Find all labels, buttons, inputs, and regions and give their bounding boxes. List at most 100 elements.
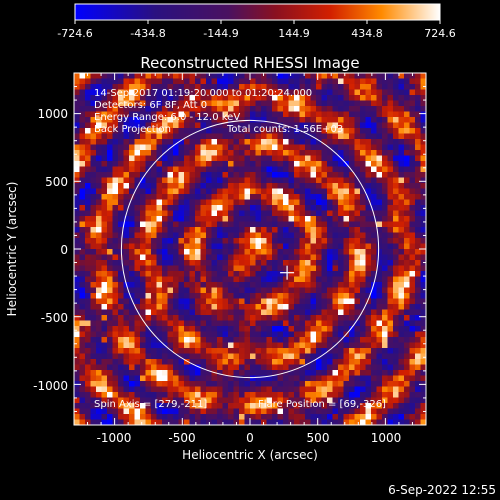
image-pixel xyxy=(129,364,135,371)
image-pixel xyxy=(129,276,135,283)
image-pixel xyxy=(338,199,344,206)
image-pixel xyxy=(162,419,168,425)
image-pixel xyxy=(420,353,426,360)
image-pixel xyxy=(217,227,223,233)
image-pixel xyxy=(343,260,350,266)
image-pixel xyxy=(404,100,410,107)
image-pixel xyxy=(250,155,256,162)
image-pixel xyxy=(79,392,86,398)
image-pixel xyxy=(387,183,394,189)
image-pixel xyxy=(354,84,361,90)
image-pixel xyxy=(200,386,207,393)
image-pixel xyxy=(118,188,124,195)
image-pixel xyxy=(272,117,278,123)
image-pixel xyxy=(140,139,146,145)
image-pixel xyxy=(206,199,212,206)
image-pixel xyxy=(189,177,196,184)
image-pixel xyxy=(360,315,366,321)
image-pixel xyxy=(321,298,328,305)
image-pixel xyxy=(184,188,190,195)
image-pixel xyxy=(398,392,405,398)
image-pixel xyxy=(184,331,190,338)
image-pixel xyxy=(349,408,355,415)
image-pixel xyxy=(195,320,201,327)
image-pixel xyxy=(365,337,372,343)
image-pixel xyxy=(261,359,267,365)
image-pixel xyxy=(145,397,152,404)
image-pixel xyxy=(189,194,196,200)
image-pixel xyxy=(167,166,174,173)
image-pixel xyxy=(354,133,361,140)
image-pixel xyxy=(200,139,207,145)
image-pixel xyxy=(228,216,234,222)
image-pixel xyxy=(233,199,240,206)
image-pixel xyxy=(167,298,174,305)
image-pixel xyxy=(195,238,201,244)
image-pixel xyxy=(222,403,229,409)
image-pixel xyxy=(343,194,350,200)
image-pixel xyxy=(332,370,339,376)
image-pixel xyxy=(261,89,267,96)
image-pixel xyxy=(404,408,410,415)
image-pixel xyxy=(118,337,124,343)
image-pixel xyxy=(85,111,91,118)
image-pixel xyxy=(382,183,388,189)
image-pixel xyxy=(195,254,201,261)
image-pixel xyxy=(134,304,141,310)
image-pixel xyxy=(338,243,344,250)
image-pixel xyxy=(376,210,383,217)
image-pixel xyxy=(173,194,179,200)
image-pixel xyxy=(261,265,267,272)
image-pixel xyxy=(85,408,91,415)
image-pixel xyxy=(266,232,273,239)
image-pixel xyxy=(321,227,328,233)
image-pixel xyxy=(244,221,251,228)
image-pixel xyxy=(239,293,245,299)
image-pixel xyxy=(272,150,278,156)
image-pixel xyxy=(90,188,97,195)
image-pixel xyxy=(101,106,108,112)
image-pixel xyxy=(327,117,333,123)
image-pixel xyxy=(101,232,108,239)
image-pixel xyxy=(398,122,405,129)
image-pixel xyxy=(195,84,201,90)
image-pixel xyxy=(354,414,361,420)
image-pixel xyxy=(332,331,339,338)
image-pixel xyxy=(162,364,168,371)
image-pixel xyxy=(195,243,201,250)
image-pixel xyxy=(178,276,185,283)
image-pixel xyxy=(96,249,102,255)
image-pixel xyxy=(415,150,421,156)
image-pixel xyxy=(239,315,245,321)
image-pixel xyxy=(316,177,322,184)
image-pixel xyxy=(162,232,168,239)
image-pixel xyxy=(217,166,223,173)
image-pixel xyxy=(112,188,119,195)
image-pixel xyxy=(266,122,273,129)
image-pixel xyxy=(327,309,333,316)
image-pixel xyxy=(140,122,146,129)
image-pixel xyxy=(244,403,251,409)
image-pixel xyxy=(189,271,196,277)
image-pixel xyxy=(409,386,416,393)
image-pixel xyxy=(85,139,91,145)
image-pixel xyxy=(156,89,163,96)
image-pixel xyxy=(409,150,416,156)
image-pixel xyxy=(299,111,306,118)
image-pixel xyxy=(96,78,102,85)
image-pixel xyxy=(140,309,146,316)
image-pixel xyxy=(228,150,234,156)
image-pixel xyxy=(85,381,91,387)
image-pixel xyxy=(156,408,163,415)
image-pixel xyxy=(222,139,229,145)
image-pixel xyxy=(85,172,91,178)
image-pixel xyxy=(349,342,355,349)
image-pixel xyxy=(376,342,383,349)
image-pixel xyxy=(299,89,306,96)
image-pixel xyxy=(96,342,102,349)
image-pixel xyxy=(162,265,168,272)
image-pixel xyxy=(173,414,179,420)
image-pixel xyxy=(365,166,372,173)
image-pixel xyxy=(145,348,152,354)
image-pixel xyxy=(85,293,91,299)
